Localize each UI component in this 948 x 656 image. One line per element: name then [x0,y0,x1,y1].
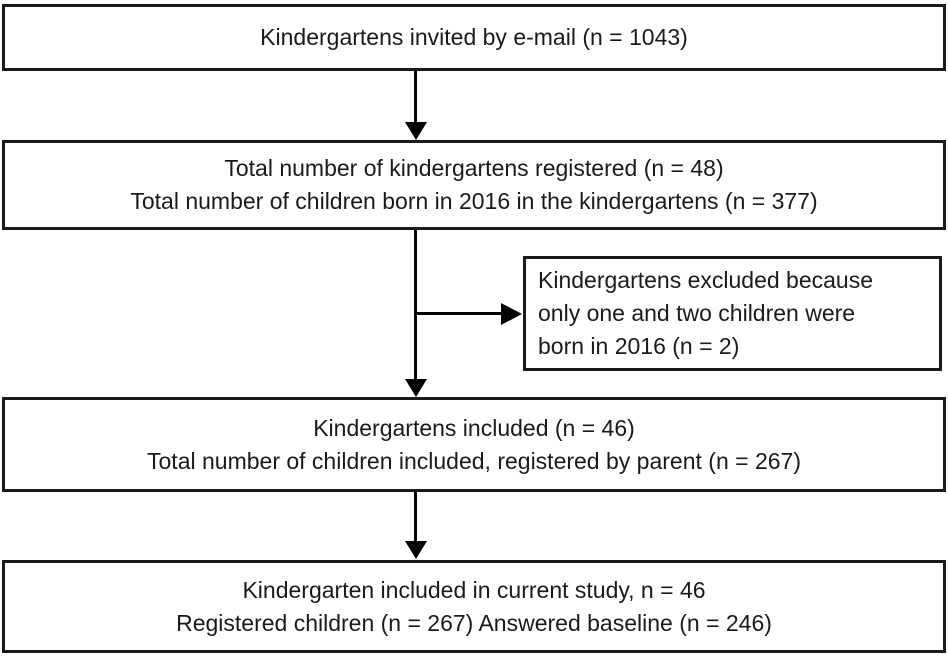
box-included-line2: Total number of children included, regis… [147,447,801,474]
arrow-invited-to-registered-line [414,71,417,124]
arrow-included-to-final-line [414,492,417,543]
box-excluded-line2: only one and two children were [538,300,856,326]
box-registered-line2: Total number of children born in 2016 in… [130,188,818,214]
arrow-branch-to-excluded-head-icon [501,303,522,325]
box-registered-line1: Total number of kindergartens registered… [224,155,724,181]
box-final: Kindergarten included in current study, … [2,560,946,653]
arrow-registered-to-included-line [414,230,417,380]
box-registered: Total number of kindergartens registered… [2,140,946,230]
box-excluded-line1: Kindergartens excluded because [538,267,874,293]
arrow-included-to-final-head-icon [405,541,427,559]
arrow-registered-to-included-head-icon [405,379,427,397]
arrow-branch-to-excluded-line [416,312,502,315]
arrow-invited-to-registered-head-icon [405,122,427,140]
box-invited: Kindergartens invited by e-mail (n = 104… [2,4,946,71]
box-final-line2: Registered children (n = 267) Answered b… [176,609,772,636]
box-final-line1: Kindergarten included in current study, … [242,576,706,603]
box-excluded: Kindergartens excluded because only one … [523,256,942,371]
box-included: Kindergartens included (n = 46) Total nu… [2,397,946,492]
box-included-line1: Kindergartens included (n = 46) [313,414,635,441]
box-excluded-line3: born in 2016 (n = 2) [538,333,740,359]
box-invited-line1: Kindergartens invited by e-mail (n = 104… [260,24,688,50]
